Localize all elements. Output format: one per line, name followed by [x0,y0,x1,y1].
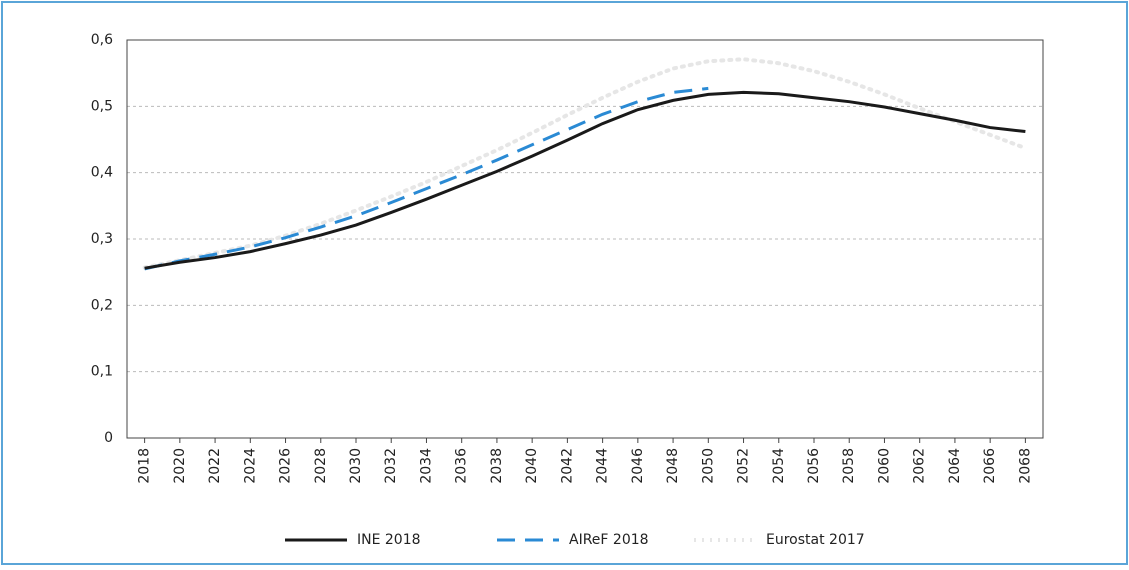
y-tick-label: 0,5 [91,98,113,114]
x-tick-label: 2054 [771,448,787,484]
x-tick-label: 2028 [313,448,329,484]
x-tick-label: 2056 [806,448,822,484]
series-line [144,90,1026,270]
x-tick-label: 2046 [630,448,646,484]
x-tick-label: 2030 [348,448,364,484]
x-tick-label: 2020 [172,448,188,484]
x-tick-label: 2058 [841,448,857,484]
y-tick-label: 0,2 [91,297,113,313]
x-tick-label: 2038 [489,448,505,484]
y-tick-label: 0 [104,430,113,446]
y-tick-label: 0,4 [91,165,113,181]
x-tick-label: 2062 [912,448,928,484]
x-tick-label: 2064 [947,448,963,484]
x-tick-label: 2018 [137,448,153,484]
x-tick-label: 2042 [559,448,575,484]
x-tick-label: 2032 [383,448,399,484]
x-tick-label: 2068 [1017,448,1033,484]
x-tick-label: 2066 [982,448,998,484]
x-tick-label: 2036 [454,448,470,484]
y-tick-label: 0,1 [91,364,113,380]
x-tick-label: 2060 [876,448,892,484]
x-tick-label: 2024 [242,448,258,484]
x-tick-label: 2052 [736,448,752,484]
x-tick-label: 2048 [665,448,681,484]
y-tick-label: 0,3 [91,231,113,247]
x-tick-label: 2040 [524,448,540,484]
series-line [144,86,709,271]
x-tick-label: 2026 [278,448,294,484]
x-tick-label: 2022 [207,448,223,484]
y-tick-label: 0,6 [91,32,113,48]
legend-label: Eurostat 2017 [766,532,865,548]
plot-area [126,39,1044,439]
x-tick-label: 2044 [595,448,611,484]
legend-label: INE 2018 [357,532,421,548]
x-tick-label: 2050 [700,448,716,484]
x-tick-label: 2034 [418,448,434,484]
legend-label: AIReF 2018 [569,532,649,548]
series-line [142,57,1028,270]
